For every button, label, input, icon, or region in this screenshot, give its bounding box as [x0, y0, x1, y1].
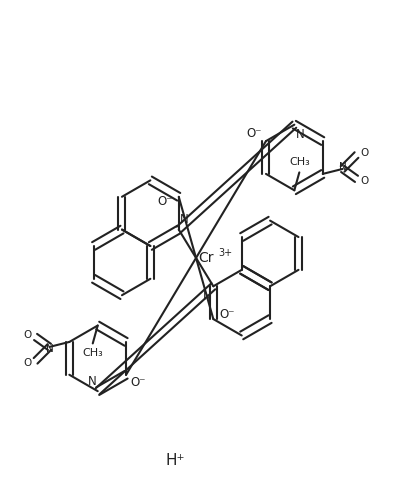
- Text: O: O: [23, 330, 32, 340]
- Text: CH₃: CH₃: [289, 158, 310, 167]
- Text: N: N: [296, 128, 305, 141]
- Text: O⁻: O⁻: [157, 195, 172, 208]
- Text: O: O: [23, 358, 32, 368]
- Text: CH₃: CH₃: [82, 348, 103, 358]
- Text: N: N: [180, 213, 189, 226]
- Text: O: O: [360, 176, 369, 186]
- Text: O⁻: O⁻: [130, 376, 146, 389]
- Text: N: N: [203, 290, 212, 303]
- Text: N: N: [339, 162, 347, 172]
- Text: 3+: 3+: [218, 248, 232, 258]
- Text: O: O: [360, 148, 369, 158]
- Text: O⁻: O⁻: [246, 126, 262, 140]
- Text: N: N: [87, 375, 96, 387]
- Text: N: N: [46, 344, 53, 354]
- Text: Cr: Cr: [198, 251, 214, 265]
- Text: O⁻: O⁻: [220, 307, 235, 321]
- Text: H⁺: H⁺: [166, 453, 185, 468]
